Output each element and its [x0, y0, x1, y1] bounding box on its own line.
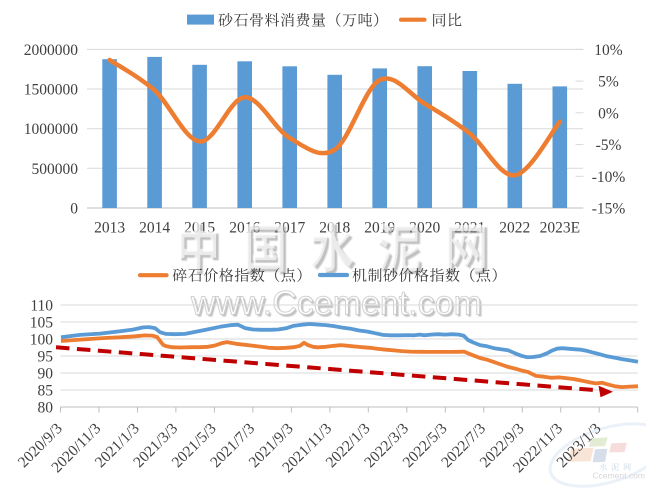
svg-text:110: 110 [30, 298, 53, 315]
svg-text:2014: 2014 [139, 220, 170, 237]
svg-text:0%: 0% [598, 105, 619, 122]
svg-text:2023E: 2023E [540, 220, 580, 237]
svg-text:10%: 10% [594, 42, 623, 59]
svg-text:0: 0 [70, 201, 78, 218]
svg-text:-15%: -15% [592, 201, 626, 218]
svg-text:Ccement.com: Ccement.com [593, 470, 645, 480]
svg-text:85: 85 [38, 383, 54, 400]
svg-text:1500000: 1500000 [24, 82, 79, 99]
svg-text:500000: 500000 [32, 161, 79, 178]
svg-text:-5%: -5% [596, 137, 622, 154]
svg-text:1000000: 1000000 [24, 121, 79, 138]
svg-text:2022: 2022 [499, 220, 530, 237]
svg-text:90: 90 [38, 366, 54, 383]
svg-text:2000000: 2000000 [24, 42, 79, 59]
svg-text:100: 100 [30, 332, 54, 349]
svg-text:2013: 2013 [94, 220, 125, 237]
svg-text:-10%: -10% [592, 169, 626, 186]
svg-text:www.Ccement.com: www.Ccement.com [190, 285, 482, 323]
svg-text:80: 80 [38, 400, 54, 417]
svg-text:95: 95 [38, 349, 54, 366]
svg-text:105: 105 [30, 315, 54, 332]
svg-text:5%: 5% [598, 74, 619, 91]
